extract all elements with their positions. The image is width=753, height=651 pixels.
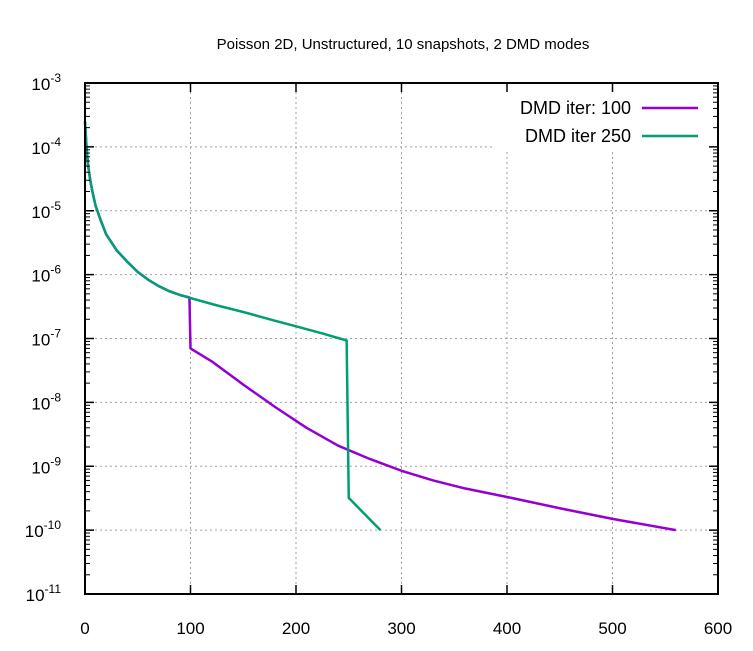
y-tick-label: 10-10 (25, 518, 62, 541)
legend: DMD iter: 100 DMD iter 250 (520, 98, 698, 146)
y-tick-label: 10-5 (31, 199, 61, 222)
legend-label-2: DMD iter 250 (525, 126, 631, 146)
y-tick-label: 10-7 (31, 327, 61, 350)
y-tick-label: 10-4 (31, 135, 61, 158)
series-line-2 (83, 121, 382, 532)
series-line-1 (83, 121, 677, 532)
x-tick-label: 600 (704, 619, 732, 638)
x-tick-label: 0 (80, 619, 89, 638)
x-tick-label: 500 (598, 619, 626, 638)
y-tick-label: 10-6 (31, 263, 61, 286)
plot-lines (83, 121, 677, 532)
grid (85, 83, 718, 594)
x-tick-label: 200 (282, 619, 310, 638)
x-tick-label: 400 (493, 619, 521, 638)
axes: 0 100 200 300 400 500 600 10-11 10-10 10-9 10-8 10-… (25, 71, 732, 638)
y-tick-label: 10-9 (31, 454, 61, 477)
x-tick-label: 100 (176, 619, 204, 638)
y-tick-label: 10-3 (31, 71, 61, 94)
legend-label-1: DMD iter: 100 (520, 98, 631, 118)
y-tick-label: 10-8 (31, 390, 61, 413)
y-tick-label: 10-11 (26, 582, 62, 605)
x-tick-label: 300 (387, 619, 415, 638)
chart-title: Poisson 2D, Unstructured, 10 snapshots, … (217, 36, 590, 53)
